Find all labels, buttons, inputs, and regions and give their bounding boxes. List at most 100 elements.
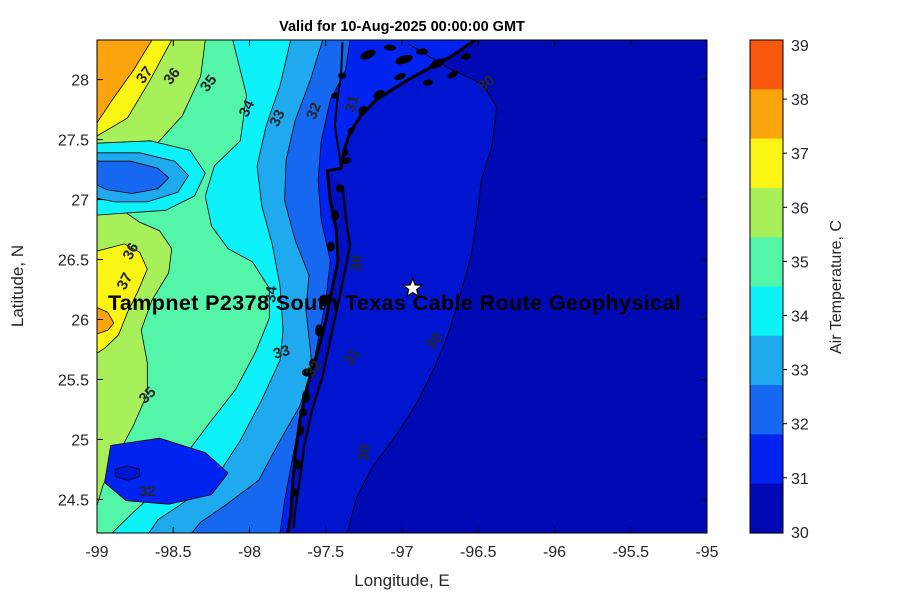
- contour-line-sw-cool-blob: [104, 437, 229, 505]
- island-blob: [299, 408, 307, 417]
- colorbar-tick-label: 35: [791, 254, 809, 271]
- contour-label: 32: [302, 357, 325, 380]
- contour-line-ge35: [97, 40, 206, 506]
- colorbar-border: [749, 39, 784, 534]
- contour-line-cold-tongue-outer: [97, 140, 206, 216]
- contour-label: 36: [160, 64, 184, 88]
- island-blob: [295, 459, 301, 470]
- island-blob: [358, 106, 368, 115]
- colorbar-tick-label: 37: [791, 146, 809, 163]
- contour-label: 33: [266, 107, 289, 129]
- colorbar-segment: [750, 335, 783, 386]
- island-blob: [309, 358, 318, 369]
- y-tick-label: 24.5: [58, 492, 89, 509]
- island-blob: [326, 241, 335, 252]
- y-tick-label: 28: [71, 73, 89, 90]
- island-blob: [320, 294, 329, 307]
- y-tick-label: 25.5: [58, 372, 89, 389]
- band-sw-cool-blob: [104, 438, 229, 505]
- contour-label: 30: [474, 72, 497, 95]
- island-blob: [373, 89, 385, 100]
- colorbar-tick-label: 39: [791, 38, 809, 55]
- station-star-marker: [401, 276, 424, 298]
- y-tick-label: 26: [71, 312, 89, 329]
- island-blob: [461, 53, 472, 60]
- island-blob: [302, 390, 311, 403]
- contour-label: 30: [355, 444, 373, 462]
- contour-line-cold-tongue-mid: [97, 152, 190, 203]
- colorbar-tick-label: 34: [791, 309, 809, 326]
- island-blob: [292, 488, 299, 497]
- contour-line-ge31: [279, 40, 351, 533]
- contour-label: 32: [303, 100, 325, 122]
- colorbar-tick-label: 36: [791, 200, 809, 217]
- contour-line-ge36-lower: [97, 243, 148, 354]
- island-blob: [331, 210, 340, 221]
- island-blob: [298, 425, 304, 436]
- mainland-shore: [333, 42, 344, 169]
- contour-label: 36: [120, 240, 143, 263]
- barrier-island: [292, 184, 352, 529]
- contour-label: 31: [340, 345, 363, 368]
- colorbar-segment: [750, 138, 783, 189]
- band-sw-cool-core: [115, 465, 140, 481]
- y-tick-label: 27.5: [58, 133, 89, 150]
- island-blob: [429, 58, 445, 69]
- island-blob: [422, 79, 433, 86]
- island-blob: [384, 44, 396, 51]
- colorbar-tick-label: 32: [791, 417, 809, 434]
- contour-line-sw-cool-core: [114, 465, 141, 481]
- band-30-31-ocean-strip: [287, 40, 497, 533]
- colorbar-label: Air Temperature, C: [828, 220, 845, 354]
- contour-label: 30: [348, 254, 366, 272]
- x-tick-label: -97.5: [308, 544, 345, 561]
- colorbar: 39 38 37 36 35 34 33 32 31 30: [749, 38, 809, 542]
- island-blob: [360, 49, 376, 60]
- x-tick-label: -98.5: [155, 544, 192, 561]
- island-blob: [341, 148, 349, 157]
- contour-line-ge32: [191, 40, 324, 533]
- island-blob: [347, 126, 355, 135]
- contour-line-ge36-upper: [97, 40, 173, 137]
- x-tick-label: -99: [85, 544, 108, 561]
- contour-line-ge37-corner: [97, 40, 153, 124]
- colorbar-segment: [750, 286, 783, 337]
- axes-frame: -99 -98.5 -98 -97.5 -97 -96.5 -96 -95.5 -95 28 27.…: [58, 39, 719, 561]
- contour-label: 32: [139, 483, 156, 500]
- x-tick-label: -96: [543, 544, 566, 561]
- island-blob: [338, 72, 347, 79]
- island-blob: [343, 157, 351, 164]
- island-blob: [395, 54, 413, 65]
- band-cold-tongue-core: [97, 161, 169, 194]
- island-blob: [416, 48, 428, 55]
- x-tick-label: -95: [695, 544, 718, 561]
- island-blob: [394, 73, 406, 81]
- colorbar-segment: [750, 89, 783, 140]
- x-tick-label: -98: [238, 544, 261, 561]
- island-blob: [331, 92, 340, 99]
- island-blob: [447, 70, 459, 79]
- plot-title: Valid for 10-Aug-2025 00:00:00 GMT: [279, 19, 525, 35]
- y-tick-label: 27: [71, 193, 89, 210]
- x-tick-label: -97: [390, 544, 413, 561]
- x-tick-label: -96.5: [460, 544, 497, 561]
- colorbar-segment: [750, 483, 783, 534]
- ocean-30c-contour: [346, 43, 498, 533]
- island-blob: [315, 324, 323, 337]
- colorbar-segment: [750, 237, 783, 288]
- island-blob: [302, 368, 312, 377]
- contour-label: 37: [133, 63, 157, 87]
- colorbar-tick-label: 31: [791, 471, 809, 488]
- contour-label: 30: [423, 330, 446, 353]
- colorbar-tick-label: 30: [791, 525, 809, 542]
- colorbar-segment: [750, 385, 783, 435]
- contour-label: 35: [197, 72, 221, 96]
- y-tick-label: 25: [71, 432, 89, 449]
- contour-label: 31: [342, 93, 363, 114]
- colorbar-tick-label: 33: [791, 363, 809, 380]
- contour-label: 34: [262, 285, 281, 304]
- colorbar-segment: [750, 40, 783, 90]
